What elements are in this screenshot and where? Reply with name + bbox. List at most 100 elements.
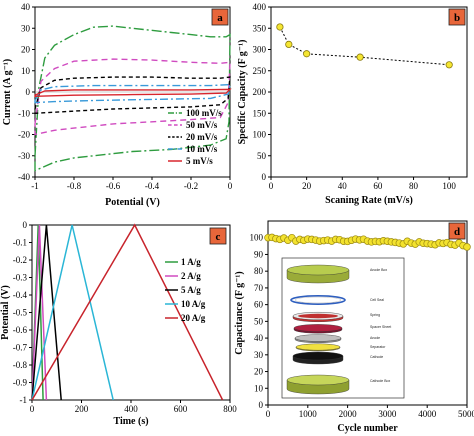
legend-label: 20 mV/s (186, 132, 218, 142)
legend-label: 5 mV/s (186, 156, 213, 166)
x-tick-label: 4000 (418, 409, 437, 419)
y-axis-label: Specific Capacity (F g⁻¹) (237, 40, 248, 145)
x-tick-label: 0 (266, 409, 271, 419)
legend-label: 10 mV/s (186, 144, 218, 154)
cv-curve-5-mv-s (34, 88, 232, 98)
legend-label: 2 A/g (181, 271, 201, 281)
y-tick-label: 20 (21, 45, 31, 55)
y-axis-label: Capacitance (F g⁻¹) (234, 271, 245, 354)
x-tick-label: 80 (409, 181, 419, 191)
y-tick-label: -30 (18, 151, 30, 161)
y-tick-label: 150 (253, 108, 267, 118)
x-axis-label: Potential (V) (105, 197, 160, 208)
panel-badge-letter: c (216, 231, 221, 243)
x-tick-label: 0 (269, 181, 274, 191)
data-point (276, 23, 284, 31)
data-point (463, 243, 471, 251)
data-point (445, 61, 453, 69)
y-tick-label: 0 (262, 172, 267, 182)
y-tick-label: 90 (254, 249, 264, 259)
x-tick-label: 40 (338, 181, 348, 191)
cv-curve-50-mv-s (34, 58, 231, 136)
y-tick-label: -0.2 (13, 255, 27, 265)
y-tick-label: -0.7 (13, 343, 28, 353)
x-tick-label: 20 (302, 181, 312, 191)
x-tick-label: 200 (75, 404, 89, 414)
inset-label: Spring (370, 313, 380, 317)
panel-d-cycling-chart: 0 1000 2000 3000 4000 5000 0 10 20 30 40 50 60 70 80 90… (234, 220, 474, 434)
y-tick-label: 0 (26, 87, 31, 97)
x-tick-label: -0.8 (67, 181, 82, 191)
anode-disk-top (294, 334, 342, 342)
y-tick-label: 300 (253, 45, 267, 55)
y-tick-label: -20 (18, 130, 30, 140)
x-tick-label: 2000 (339, 409, 358, 419)
y-tick-label: 350 (253, 23, 267, 33)
y-tick-label: -40 (18, 172, 30, 182)
y-tick-label: 0 (259, 400, 264, 410)
y-tick-label: 0 (23, 220, 28, 230)
panel-badge (209, 227, 227, 245)
gcd-curve-10-a-g (31, 224, 114, 401)
x-tick-label: 5000 (458, 409, 474, 419)
plot-frame (270, 6, 468, 178)
x-tick-label: 0 (30, 404, 35, 414)
legend-label: 5 A/g (181, 285, 201, 295)
legend-label: 10 A/g (181, 299, 206, 309)
inset-label: Cathode (370, 355, 383, 359)
y-tick-label: -0.5 (13, 308, 28, 318)
cell-seal-inner (294, 296, 342, 304)
y-tick-label: 10 (254, 383, 264, 393)
inset-label: Cell Seal (370, 298, 384, 302)
x-tick-label: 1000 (299, 409, 318, 419)
data-point (356, 53, 364, 61)
y-axis-label: Potential (V) (0, 285, 11, 340)
panel-badge-letter: a (217, 12, 223, 24)
panel-b-capacity-chart: 0 20 40 60 80 100 0 50 100 150 200 250 300 350 400 Scan… (237, 2, 468, 206)
y-tick-label: 70 (254, 283, 264, 293)
y-tick-label: 250 (253, 66, 267, 76)
cv-curve-100-mv-s (34, 25, 231, 172)
y-tick-label: 60 (254, 300, 264, 310)
panel-badge (448, 222, 466, 240)
cv-curve-20-mv-s (34, 76, 231, 115)
cell-seal (290, 294, 346, 305)
inset-label: Anode Box (370, 268, 387, 272)
panel-a-cv-chart: -1 -0.8 -0.6 -0.4 -0.2 0 40 30 20 10 0 -10 -20 -30 -40… (2, 2, 233, 208)
x-tick-label: -0.6 (106, 181, 121, 191)
cathode-box-top (286, 374, 350, 386)
legend-label: 1 A/g (181, 257, 201, 267)
x-tick-label: 400 (124, 404, 138, 414)
x-axis-label: Cycle number (337, 423, 398, 434)
data-point (303, 50, 311, 58)
y-tick-label: 100 (250, 233, 264, 243)
x-axis-label: Scaning Rate (mV/s) (325, 195, 413, 206)
x-tick-label: 100 (442, 181, 456, 191)
y-tick-label: 100 (253, 130, 267, 140)
x-tick-label: -0.4 (145, 181, 160, 191)
inset-label: Separator (370, 345, 386, 349)
y-tick-label: 40 (21, 2, 31, 12)
x-axis-label: Time (s) (113, 416, 148, 427)
x-tick-label: 3000 (378, 409, 397, 419)
y-tick-label: 20 (254, 367, 264, 377)
panel-badge-letter: d (454, 226, 460, 238)
inset-label: Cathode Box (370, 379, 390, 383)
spring-center (298, 313, 338, 319)
spacer-sheet-top (293, 324, 343, 332)
x-tick-label: -0.2 (184, 181, 198, 191)
trend-line (279, 26, 450, 66)
panel-badge (211, 8, 229, 26)
y-tick-label: -1 (20, 395, 28, 405)
y-tick-label: 50 (257, 151, 267, 161)
y-tick-label: 10 (21, 66, 31, 76)
y-tick-label: -0.8 (13, 360, 28, 370)
cv-curve-10-mv-s (34, 83, 231, 104)
legend-label: 100 mV/s (186, 108, 222, 118)
x-tick-label: 800 (223, 404, 237, 414)
inset-label: Spacer Sheet (370, 325, 391, 329)
x-tick-label: 60 (373, 181, 383, 191)
y-tick-label: -0.3 (13, 273, 28, 283)
y-tick-label: -0.4 (13, 290, 28, 300)
